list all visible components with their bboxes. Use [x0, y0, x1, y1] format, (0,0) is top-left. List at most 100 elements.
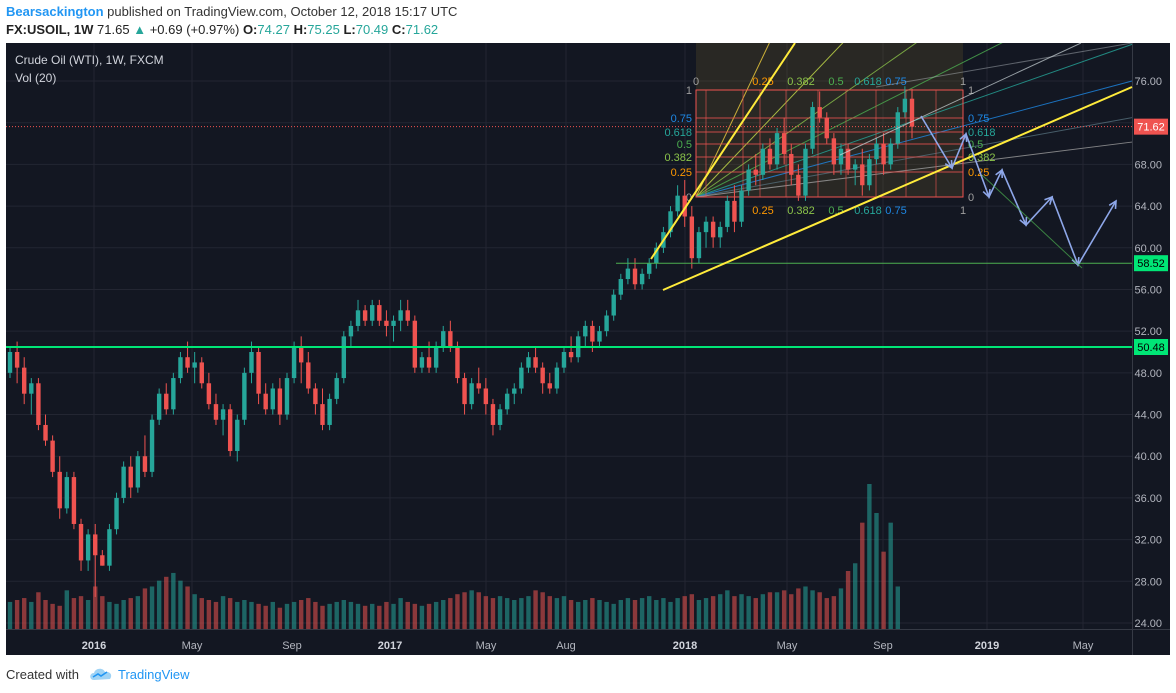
- price-label-tag: [1134, 338, 1168, 355]
- candle-body: [426, 357, 432, 368]
- candle-body: [249, 352, 254, 373]
- volume-bar: [227, 598, 233, 629]
- volume-bar: [625, 598, 631, 629]
- volume-bar: [533, 590, 538, 629]
- candle-body: [867, 159, 872, 186]
- candles: [7, 86, 915, 597]
- candle-body: [774, 133, 780, 165]
- time-tick-label: Sep: [873, 640, 893, 652]
- tradingview-brand-link[interactable]: TradingView: [118, 667, 190, 682]
- time-tick-label: May: [182, 640, 203, 652]
- candle-body: [689, 216, 695, 259]
- volume-bar: [29, 601, 34, 629]
- projection-arrow-icon: [995, 168, 1003, 179]
- author-link[interactable]: Bearsackington: [6, 4, 104, 19]
- candle-body: [29, 383, 34, 394]
- fib-top-label: 0.75: [885, 76, 906, 88]
- volume-bar: [284, 603, 290, 629]
- candle-body: [632, 268, 638, 285]
- volume-bar: [554, 598, 560, 629]
- chart-panel[interactable]: 1 1 0.75 0.75 0.618 0.618 0.5 0.5 0.382 0.382 0.25…: [6, 0, 1170, 655]
- candle-body: [327, 398, 332, 425]
- price-tick-label: 44.00: [1134, 410, 1162, 422]
- price-tick-label: 76.00: [1134, 76, 1162, 88]
- candle-body: [199, 362, 204, 384]
- volume-bar: [220, 596, 226, 629]
- time-tick-label: May: [476, 640, 497, 652]
- volume-bar: [874, 513, 879, 629]
- footer: Created with TradingView: [0, 656, 1176, 693]
- volume-bar: [718, 594, 723, 629]
- volume-bar: [242, 600, 247, 629]
- volume-bar: [817, 592, 822, 629]
- volume-bar: [703, 598, 709, 629]
- volume-bar: [590, 598, 595, 629]
- candle-body: [845, 148, 851, 170]
- volume-bar: [398, 598, 403, 629]
- candle-body: [370, 305, 375, 321]
- volume-bar: [462, 592, 467, 629]
- candle-body: [874, 143, 879, 160]
- candle-body: [540, 367, 545, 384]
- candle-body: [583, 325, 588, 337]
- candle-body: [263, 393, 268, 410]
- volume-bar: [568, 600, 574, 629]
- volume-bar: [490, 598, 496, 629]
- fib-level-label-left: 0.618: [664, 127, 692, 139]
- candle-body: [433, 346, 439, 368]
- candle-body: [121, 466, 126, 498]
- candle-body: [455, 346, 460, 379]
- volume-bar: [206, 600, 212, 629]
- publish-info: Bearsackington published on TradingView.…: [6, 4, 457, 19]
- candle-body: [142, 456, 148, 472]
- fib-top-label: 0.5: [828, 76, 843, 88]
- volume-bar: [739, 594, 744, 629]
- volume-bar: [164, 576, 169, 629]
- candle-body: [192, 362, 197, 368]
- time-tick-label: May: [1073, 640, 1094, 652]
- candle-body: [732, 200, 737, 222]
- volume-bar: [512, 600, 517, 629]
- time-axis[interactable]: 2016 May Sep 2017 May Aug 2018 May Sep 2019 May: [82, 640, 1094, 652]
- volume-bar: [149, 586, 155, 629]
- volume-bar: [263, 605, 268, 629]
- price-tick-label: 60.00: [1134, 243, 1162, 255]
- candle-body: [50, 440, 55, 472]
- candle-body: [668, 211, 673, 233]
- candle-body: [739, 190, 744, 222]
- candle-body: [568, 352, 574, 358]
- candle-body: [114, 497, 119, 530]
- volume-bar: [618, 600, 624, 629]
- volume-bar: [469, 590, 474, 629]
- candle-body: [377, 305, 382, 321]
- price-axis[interactable]: 76.0072.0068.0064.0060.0056.0052.0048.00…: [1134, 76, 1168, 630]
- candle-body: [888, 143, 893, 165]
- candle-body: [171, 378, 176, 410]
- candle-body: [71, 477, 77, 524]
- price-tick-label: 36.00: [1134, 493, 1162, 505]
- candle-body: [789, 153, 794, 175]
- volume-bar: [632, 600, 638, 629]
- volume-bar: [277, 607, 283, 629]
- volume-bar: [36, 592, 41, 629]
- candle-body: [291, 346, 297, 379]
- candle-body: [7, 352, 13, 373]
- candle-body: [284, 378, 290, 415]
- fib-top-label: 0.25: [752, 76, 773, 88]
- candle-body: [760, 148, 766, 175]
- volume-bar: [355, 603, 361, 629]
- fib-level-label-left: 0: [686, 192, 692, 204]
- time-tick-label: 2018: [673, 640, 697, 652]
- candle-body: [490, 404, 496, 425]
- tradingview-cloud-icon[interactable]: [88, 666, 114, 682]
- fib-level-label-right: 0.618: [968, 127, 996, 139]
- candle-body: [625, 268, 631, 280]
- price-tick-label: 40.00: [1134, 451, 1162, 463]
- volume-bar: [448, 598, 453, 629]
- volume-bar: [810, 590, 815, 629]
- candle-body: [235, 419, 240, 452]
- volume-bar: [270, 601, 275, 629]
- candle-body: [384, 320, 389, 326]
- volume-bar: [362, 605, 368, 629]
